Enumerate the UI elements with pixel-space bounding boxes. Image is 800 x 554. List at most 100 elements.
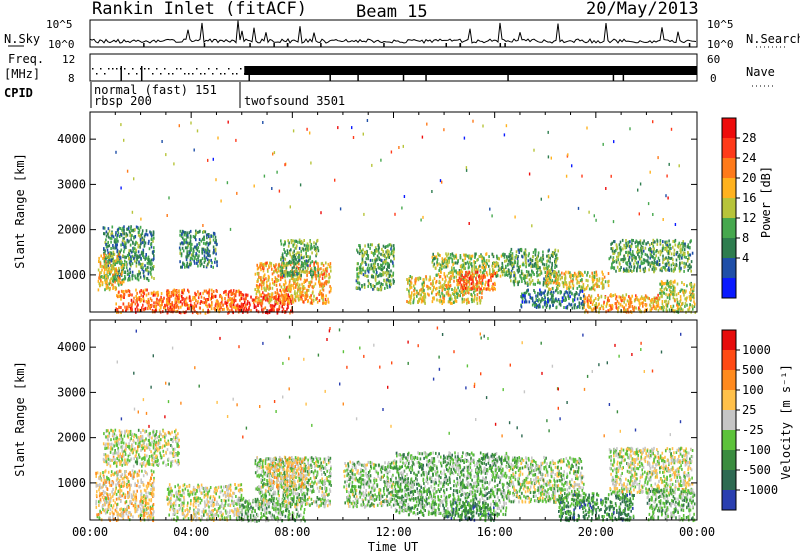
scatter-cell [267,269,269,273]
scatter-cell [460,278,462,282]
scatter-cell [455,269,457,273]
scatter-cell [684,252,686,256]
scatter-cell [195,247,198,251]
scatter-cell [520,305,523,309]
scatter-cell [456,292,459,296]
scatter-cell [122,231,124,235]
scatter-cell [330,286,332,290]
scatter-cell [683,252,685,256]
scatter-cell [250,309,252,313]
scatter-cell [689,240,691,244]
scatter-cell [476,281,478,285]
scatter-cell [683,265,686,269]
scatter-cell [120,289,123,293]
scatter-cell [151,275,153,279]
scatter-cell [239,298,241,302]
scatter-cell [422,285,424,289]
scatter-cell [284,293,286,297]
scatter-cell [449,278,451,282]
scatter-cell [535,262,538,266]
scatter-cell [442,259,445,263]
scatter-cell [649,243,651,247]
scatter-cell [615,295,618,299]
scatter-cell [319,284,321,288]
scatter-cell [631,238,633,242]
scatter-cell [621,304,624,308]
scatter-cell [530,275,533,279]
scatter-cell [274,277,277,281]
scatter-cell [468,280,470,284]
scatter-cell [186,303,188,307]
scatter-cell [552,294,554,297]
scatter-cell [490,275,492,279]
scatter-cell [372,264,375,268]
scatter-cell [461,270,464,274]
scatter-cell [565,306,567,310]
scatter-cell [524,296,526,300]
scatter-cell [613,267,615,271]
scatter-cell [521,263,524,267]
scatter-cell [569,285,572,289]
scatter-cell [356,272,358,276]
scatter-cell [510,279,512,283]
scatter-cell [123,232,126,236]
scatter-cell [495,260,498,264]
scatter-cell [615,259,618,262]
scatter-cell [105,263,108,267]
scatter-cell [269,303,272,307]
scatter-cell [665,308,668,312]
scatter-cell [686,259,689,263]
scatter-cell [365,252,368,256]
scatter-cell [130,257,133,261]
scatter-cell [115,277,118,281]
scatter-cell [268,296,270,300]
scatter-cell [194,254,197,258]
freq-dot [108,68,110,70]
scatter-cell [136,297,138,301]
scatter-cell [493,286,495,290]
scatter-cell [688,263,691,267]
scatter-cell [105,278,107,282]
scatter-cell [282,243,285,247]
scatter-cell [195,238,197,242]
scatter-cell [676,250,679,254]
nsky-right-tick-bottom: 10^0 [707,38,734,51]
scatter-cell [382,244,385,248]
scatter-cell [133,296,135,300]
scatter-cell [299,240,301,244]
scatter-cell [167,291,169,295]
scatter-cell [328,272,330,276]
scatter-cell [524,293,526,297]
scatter-cell [139,242,142,246]
scatter-cell [380,252,382,256]
scatter-cell [325,261,327,265]
scatter-cell [257,288,259,292]
scatter-cell [690,269,692,273]
scatter-cell [257,304,259,307]
scatter-cell [643,298,645,301]
scatter-cell [481,274,483,278]
scatter-cell [636,265,639,269]
scatter-cell [519,248,522,251]
scatter-cell [515,250,518,254]
scatter-cell [288,271,290,275]
scatter-cell [181,291,183,295]
scatter-cell [191,242,193,246]
scatter-cell [625,239,627,242]
scatter-cell [589,305,592,309]
scatter-cell [115,302,117,306]
scatter-cell [557,291,559,295]
scatter-cell [362,248,364,252]
scatter-cell [490,273,493,276]
scatter-cell [216,260,218,264]
scatter-cell [596,305,599,309]
scatter-cell [367,274,369,278]
scatter-cell [262,291,264,295]
scatter-cell [618,301,620,305]
scatter-cell [257,278,259,282]
scatter-cell [378,266,380,270]
scatter-cell [207,254,210,258]
scatter-cell [668,295,671,299]
scatter-cell [320,283,323,287]
scatter-cell [205,233,208,237]
